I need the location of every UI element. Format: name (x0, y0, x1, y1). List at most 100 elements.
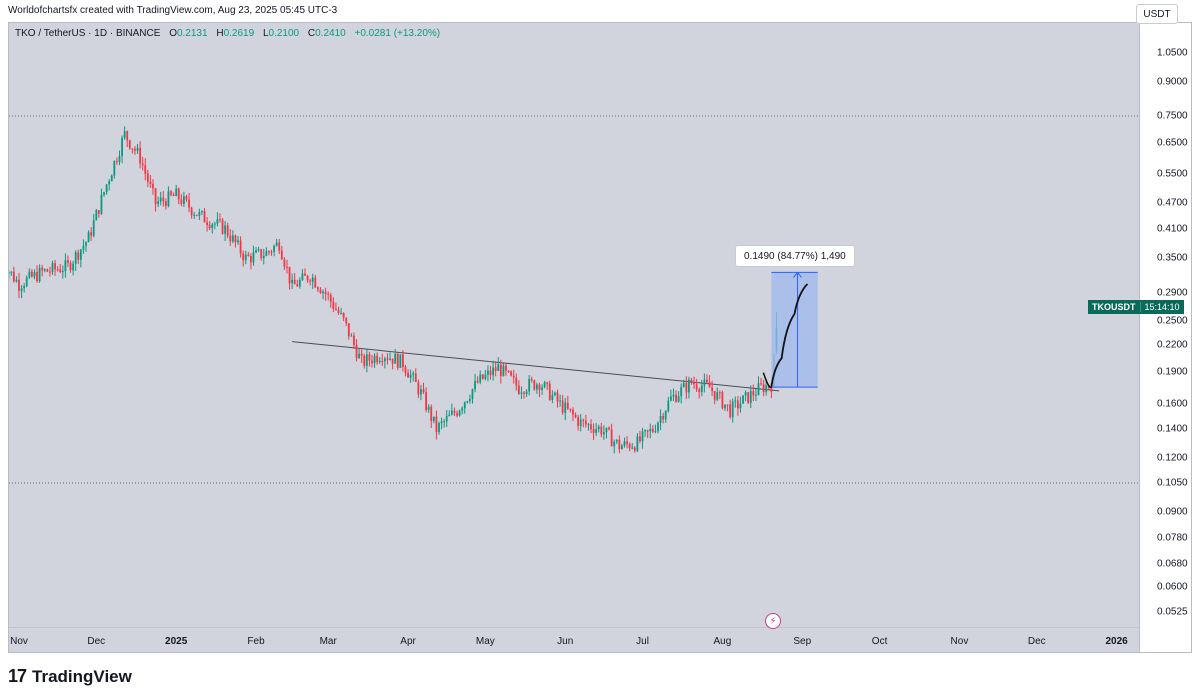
candle-body (541, 387, 543, 390)
candle-body (185, 196, 188, 200)
candle-body (600, 426, 603, 435)
candle-body (157, 201, 160, 205)
candle-body (608, 427, 610, 430)
currency-selector[interactable]: USDT (1136, 4, 1178, 24)
candle-body (268, 251, 270, 253)
candle-body (368, 354, 371, 361)
candle-body (128, 140, 131, 149)
price-plot[interactable]: TKO / TetherUS · 1D · BINANCE O0.2131 H0… (9, 23, 1139, 629)
candle-body (92, 220, 95, 236)
candle-body (265, 251, 268, 256)
candle-body (613, 441, 616, 447)
candle-body (481, 374, 484, 379)
candle-body (183, 196, 185, 204)
candle-body (698, 389, 701, 392)
candle-body (623, 441, 626, 446)
candle-body (252, 252, 255, 263)
candle-body (407, 372, 409, 378)
candle-body (342, 312, 345, 318)
candle-body (409, 374, 412, 378)
candle-body (383, 358, 386, 362)
candle-body (605, 427, 608, 433)
candle-body (262, 255, 265, 259)
candle-body (654, 430, 657, 432)
tradingview-brand[interactable]: 17 TradingView (8, 666, 132, 687)
candle-body (322, 291, 324, 294)
candle-body (59, 269, 62, 273)
candle-body (381, 360, 384, 362)
candle-body (574, 414, 577, 418)
candle-body (765, 385, 768, 393)
candle-body (134, 148, 136, 151)
candle-body (682, 382, 685, 388)
candle-body (329, 294, 332, 302)
candle-body (672, 394, 675, 397)
chart-frame[interactable]: TKO / TetherUS · 1D · BINANCE O0.2131 H0… (8, 22, 1192, 653)
candle-body (126, 131, 129, 141)
candle-body (376, 355, 379, 363)
symbol-title[interactable]: TKO / TetherUS · 1D · BINANCE (15, 28, 161, 39)
candle-body (327, 293, 330, 295)
candle-body (675, 394, 677, 402)
candle-body (311, 277, 314, 282)
candle-body (492, 367, 494, 376)
symbol-legend[interactable]: TKO / TetherUS · 1D · BINANCE O0.2131 H0… (15, 28, 440, 39)
candle-body (657, 422, 659, 431)
candle-body (484, 374, 487, 379)
candle-body (51, 263, 54, 272)
candle-body (420, 389, 422, 395)
candle-body (306, 275, 309, 281)
candle-body (487, 370, 489, 375)
candle-body (203, 210, 206, 223)
candle-body (546, 382, 549, 384)
price-tick-label: 0.1200 (1157, 452, 1188, 464)
candle-body (69, 262, 72, 271)
lightning-icon[interactable]: ⚡ (765, 613, 781, 629)
low-value: 0.2100 (268, 28, 300, 39)
candle-body (219, 219, 221, 221)
time-tick-label: May (475, 636, 495, 647)
candle-body (291, 279, 294, 284)
candle-body (257, 249, 260, 251)
candle-body (556, 392, 559, 402)
candle-body (510, 371, 513, 376)
time-axis[interactable]: Nov Dec 2025 Feb Mar Apr May Jun Jul Aug Sep Oct Nov… (9, 627, 1139, 652)
candlestick-chart[interactable] (9, 23, 1139, 627)
candle-body (729, 404, 732, 418)
candle-body (461, 408, 464, 411)
candle-body (54, 263, 56, 270)
candle-body (706, 379, 708, 383)
candle-body (644, 430, 647, 432)
candle-body (345, 317, 348, 324)
candle-body (270, 251, 273, 253)
candle-body (718, 392, 721, 394)
candle-body (445, 416, 448, 422)
candle-body (528, 379, 531, 392)
candle-body (97, 210, 100, 214)
candle-body (149, 181, 152, 184)
price-axis[interactable]: 1.0500 0.9000 0.7500 0.6500 0.5500 0.4700 0.41… (1139, 23, 1191, 652)
candle-body (85, 242, 87, 246)
candle-body (100, 194, 103, 214)
candle-body (95, 210, 98, 221)
candle-body (587, 424, 590, 426)
candle-body (373, 355, 376, 364)
candle-body (453, 410, 456, 414)
candle-body (669, 396, 672, 401)
candle-body (283, 259, 286, 267)
candle-body (744, 392, 747, 396)
candle-body (458, 410, 461, 416)
candle-body (747, 392, 750, 403)
candle-body (30, 271, 33, 277)
candle-body (38, 267, 41, 282)
candle-body (579, 419, 582, 426)
time-tick-label: Oct (871, 636, 888, 647)
candle-body (275, 242, 278, 246)
candle-body (755, 394, 757, 396)
high-value: 0.2619 (223, 28, 255, 39)
candle-body (23, 286, 26, 289)
candle-body (386, 358, 389, 360)
measure-label[interactable]: 0.1490 (84.77%) 1,490 (735, 245, 855, 267)
candle-body (469, 399, 471, 402)
candle-body (726, 404, 729, 406)
